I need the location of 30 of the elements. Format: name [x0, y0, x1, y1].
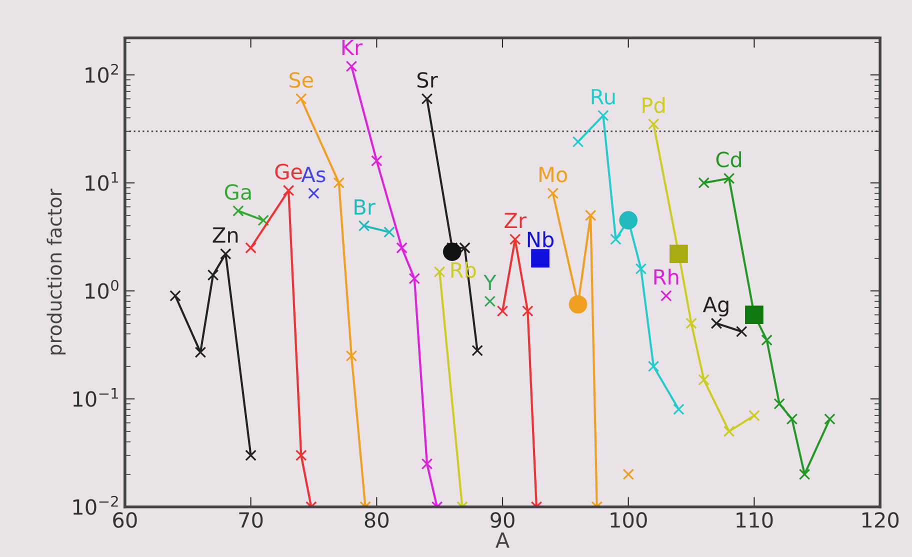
x-tick-label: 90	[490, 512, 514, 528]
series-label: Zn	[212, 227, 238, 243]
x-tick-label: 110	[736, 512, 773, 528]
y-tick-label: 10$^{2}$	[86, 64, 118, 83]
series-label: Pd	[642, 96, 665, 114]
y-tick-label: 10$^{0}$	[86, 280, 118, 299]
x-tick-label: 60	[113, 512, 137, 528]
x-axis-title: A	[496, 532, 510, 548]
x-tick-label: 120	[862, 512, 899, 528]
x-tick-label: 100	[610, 512, 647, 528]
x-tick-label: 70	[239, 512, 263, 528]
series-label: Br	[354, 199, 376, 215]
series-label: Sr	[417, 72, 438, 88]
series-label: Se	[289, 72, 314, 88]
series-label: Cd	[716, 151, 742, 168]
series-label: Ru	[592, 89, 615, 105]
series-label: Nb	[528, 231, 554, 248]
y-tick-label: 10$^{−1}$	[73, 388, 118, 407]
series-label: Mo	[540, 166, 568, 182]
series-label: Zr	[504, 212, 527, 228]
series-label: Kr	[342, 40, 363, 56]
series-label: Rh	[654, 268, 678, 285]
x-tick-label: 80	[364, 512, 389, 528]
series-label: Ga	[224, 184, 251, 200]
series-label: Ag	[702, 296, 728, 316]
series-label: Y	[484, 274, 496, 290]
y-axis-title: production factor	[46, 188, 66, 354]
series-label: Ge	[275, 164, 302, 180]
y-tick-label: 10$^{1}$	[86, 172, 118, 191]
series-label: As	[301, 166, 326, 182]
